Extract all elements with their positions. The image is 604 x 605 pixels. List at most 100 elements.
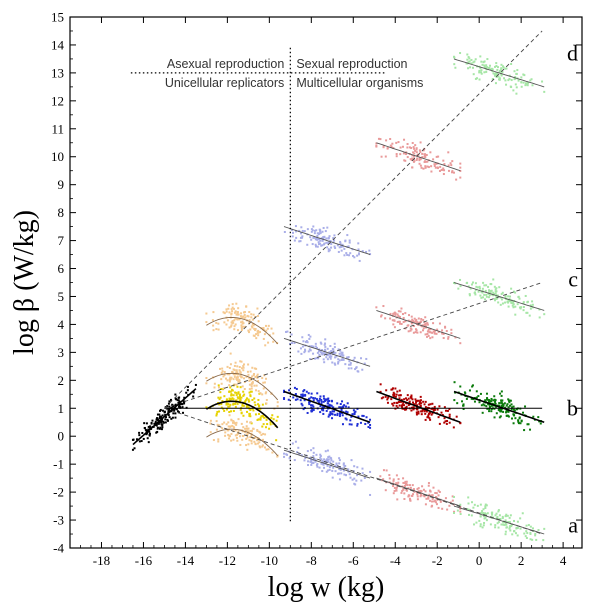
data-point: [529, 531, 532, 534]
data-point: [271, 414, 274, 417]
data-point: [481, 526, 484, 529]
data-point: [392, 479, 395, 482]
data-point: [261, 425, 264, 428]
data-point: [493, 65, 496, 68]
data-point: [504, 79, 507, 82]
data-point: [301, 229, 304, 232]
data-point: [468, 293, 471, 296]
data-point: [254, 413, 257, 416]
data-point: [522, 302, 525, 305]
data-point: [297, 446, 300, 449]
data-point: [467, 67, 470, 70]
data-point: [341, 414, 344, 417]
data-point: [404, 480, 407, 483]
data-point: [467, 56, 470, 59]
data-point: [232, 403, 235, 406]
data-point: [502, 405, 505, 408]
data-point: [325, 470, 328, 473]
data-point: [394, 387, 397, 390]
data-point: [375, 142, 378, 145]
data-point: [411, 398, 414, 401]
data-point: [487, 292, 490, 295]
data-point: [498, 409, 501, 412]
data-point: [430, 413, 433, 416]
data-point: [497, 301, 500, 304]
data-point: [304, 348, 307, 351]
data-point: [379, 390, 382, 393]
data-point: [321, 459, 324, 462]
data-point: [236, 371, 239, 374]
data-point: [228, 410, 231, 413]
data-point: [262, 423, 265, 426]
data-point: [236, 310, 239, 313]
data-point: [321, 239, 324, 242]
data-point: [271, 451, 274, 454]
data-point: [288, 389, 291, 392]
data-point: [312, 462, 315, 465]
data-point: [454, 66, 457, 69]
data-point: [459, 166, 462, 169]
data-point: [412, 320, 415, 323]
data-point: [157, 422, 160, 425]
data-point: [257, 334, 260, 337]
data-point: [337, 358, 340, 361]
data-point: [205, 376, 208, 379]
data-point: [236, 402, 239, 405]
data-point: [285, 330, 288, 333]
data-point: [251, 382, 254, 385]
data-point: [301, 404, 304, 407]
data-point: [407, 397, 410, 400]
data-point: [480, 296, 483, 299]
fit-line-light_orange: [206, 428, 279, 457]
data-point: [174, 412, 177, 415]
data-point: [262, 432, 265, 435]
data-point: [263, 381, 266, 384]
data-point: [247, 373, 250, 376]
data-point: [263, 446, 266, 449]
data-point: [324, 342, 327, 345]
data-point: [518, 416, 521, 419]
data-point: [312, 408, 315, 411]
data-point: [418, 162, 421, 165]
data-point: [283, 389, 286, 392]
data-point: [212, 439, 215, 442]
data-point: [149, 432, 152, 435]
data-point: [386, 398, 389, 401]
data-point: [488, 289, 491, 292]
data-point: [490, 410, 493, 413]
data-point: [337, 361, 340, 364]
data-point: [504, 67, 507, 70]
data-point: [543, 90, 546, 93]
data-point: [251, 323, 254, 326]
data-point: [459, 510, 462, 513]
data-point: [480, 72, 483, 75]
data-point: [178, 400, 181, 403]
data-point: [493, 403, 496, 406]
data-point: [453, 510, 456, 513]
data-point: [479, 503, 482, 506]
data-point: [308, 400, 311, 403]
data-point: [343, 404, 346, 407]
data-point: [325, 459, 328, 462]
data-point: [227, 425, 230, 428]
data-point: [399, 322, 402, 325]
data-point: [347, 367, 350, 370]
data-point: [441, 413, 444, 416]
data-point: [367, 425, 370, 428]
data-point: [402, 481, 405, 484]
data-point: [524, 405, 527, 408]
data-point: [512, 303, 515, 306]
data-point: [496, 522, 499, 525]
data-point: [337, 362, 340, 365]
data-point: [504, 294, 507, 297]
data-point: [358, 259, 361, 262]
data-point: [495, 71, 498, 74]
data-point: [510, 525, 513, 528]
data-point: [462, 408, 465, 411]
data-point: [332, 460, 335, 463]
data-point: [230, 394, 233, 397]
data-point: [272, 340, 275, 343]
data-point: [242, 311, 245, 314]
data-point: [421, 156, 424, 159]
data-point: [342, 469, 345, 472]
